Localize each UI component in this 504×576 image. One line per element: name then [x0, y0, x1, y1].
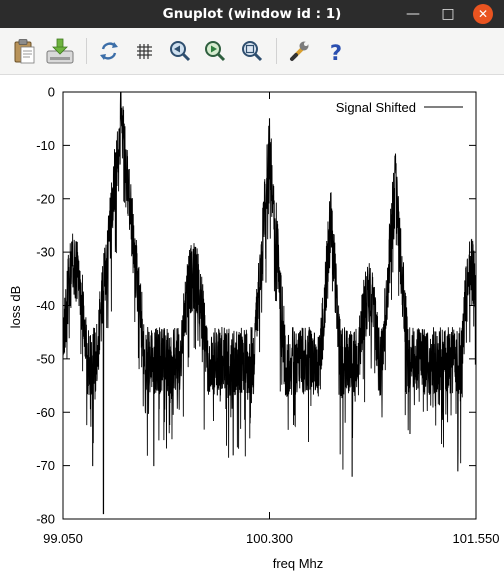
title-bar[interactable]: Gnuplot (window id : 1) — □ ✕ — [0, 0, 504, 28]
x-tick-label: 99.050 — [43, 531, 83, 546]
y-tick-label: -40 — [36, 298, 55, 313]
y-tick-label: -20 — [36, 191, 55, 206]
zoom-next-button[interactable] — [200, 36, 230, 66]
plot-area[interactable]: 0 -10 -20 -30 -40 -50 -60 -70 -80 99.050 100.300 1… — [0, 75, 504, 576]
x-axis: 99.050 100.300 101.550 — [43, 92, 500, 546]
y-tick-label: -60 — [36, 405, 55, 420]
toolbar-separator — [276, 38, 277, 64]
settings-button[interactable] — [284, 36, 314, 66]
svg-text:?: ? — [330, 41, 342, 65]
y-tick-label: -70 — [36, 458, 55, 473]
close-button[interactable]: ✕ — [473, 4, 493, 24]
export-icon — [46, 38, 74, 64]
zoom-previous-button[interactable] — [165, 36, 195, 66]
replot-button[interactable] — [94, 36, 124, 66]
toolbar: ? — [0, 28, 504, 75]
zoom-previous-icon — [170, 41, 191, 62]
y-tick-label: -50 — [36, 351, 55, 366]
toolbar-separator — [86, 38, 87, 64]
autoscale-button[interactable] — [237, 36, 267, 66]
window-title: Gnuplot (window id : 1) — [162, 6, 342, 22]
signal-series — [62, 91, 477, 515]
y-axis-label: loss dB — [8, 286, 23, 329]
clipboard-icon — [14, 39, 35, 64]
x-axis-label: freq Mhz — [273, 556, 324, 571]
zoom-next-icon — [205, 41, 226, 62]
autoscale-icon — [242, 41, 263, 62]
copy-to-clipboard-button[interactable] — [9, 36, 39, 66]
replot-icon — [100, 42, 118, 60]
maximize-button[interactable]: □ — [441, 6, 455, 22]
y-tick-label: -30 — [36, 245, 55, 260]
y-tick-label: -80 — [36, 512, 55, 527]
grid-icon — [137, 44, 152, 59]
y-axis: 0 -10 -20 -30 -40 -50 -60 -70 -80 — [36, 85, 476, 527]
legend-label: Signal Shifted — [336, 100, 416, 115]
export-button[interactable] — [45, 36, 75, 66]
x-tick-label: 100.300 — [246, 531, 293, 546]
grid-button[interactable] — [129, 36, 159, 66]
wrench-icon — [290, 41, 309, 61]
minimize-button[interactable]: — — [406, 6, 420, 22]
y-tick-label: -10 — [36, 138, 55, 153]
x-tick-label: 101.550 — [453, 531, 500, 546]
y-tick-label: 0 — [48, 85, 55, 100]
help-button[interactable]: ? — [321, 36, 351, 66]
help-icon: ? — [330, 41, 342, 65]
legend: Signal Shifted — [336, 100, 463, 115]
signal-shifted-line — [62, 91, 477, 515]
spectrum-plot[interactable]: 0 -10 -20 -30 -40 -50 -60 -70 -80 99.050 100.300 1… — [0, 75, 504, 576]
